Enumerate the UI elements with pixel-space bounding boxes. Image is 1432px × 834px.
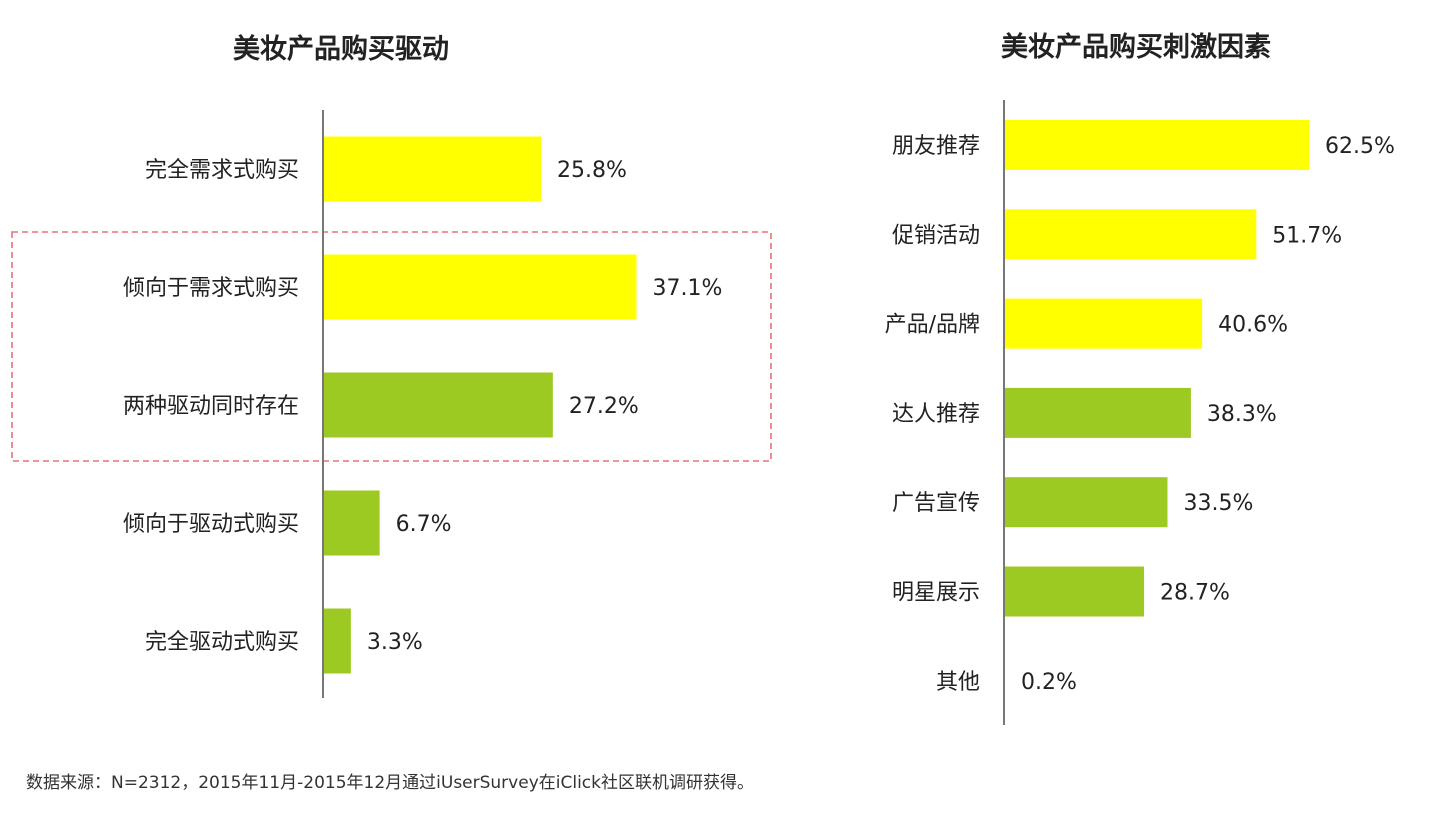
- bar: [1004, 477, 1168, 528]
- bar: [1004, 209, 1257, 260]
- category-label: 广告宣传: [892, 491, 980, 516]
- category-label: 其他: [936, 670, 980, 695]
- bar: [323, 372, 553, 438]
- highlight-box: [11, 231, 772, 462]
- bar: [1004, 566, 1145, 617]
- bar: [323, 608, 351, 674]
- chart-title: 美妆产品购买驱动: [233, 33, 449, 65]
- category-label: 倾向于驱动式购买: [123, 512, 299, 537]
- category-label: 完全驱动式购买: [145, 630, 299, 655]
- category-label: 朋友推荐: [892, 134, 980, 159]
- category-label: 两种驱动同时存在: [123, 394, 299, 419]
- value-label: 62.5%: [1325, 134, 1395, 159]
- bar: [323, 490, 380, 556]
- value-label: 33.5%: [1183, 491, 1253, 516]
- chart-title: 美妆产品购买刺激因素: [1001, 31, 1271, 63]
- category-label: 倾向于需求式购买: [123, 276, 299, 301]
- category-label: 明星展示: [892, 581, 980, 606]
- value-label: 40.6%: [1218, 313, 1288, 338]
- value-label: 6.7%: [396, 512, 452, 537]
- value-label: 37.1%: [652, 276, 722, 301]
- category-label: 达人推荐: [892, 402, 980, 427]
- category-label: 完全需求式购买: [145, 158, 299, 183]
- value-label: 0.2%: [1021, 670, 1077, 695]
- bar: [1004, 298, 1203, 349]
- bar: [323, 254, 637, 320]
- source-note: 数据来源：N=2312，2015年11月-2015年12月通过iUserSurv…: [26, 773, 754, 793]
- bar: [1004, 387, 1191, 438]
- bar: [1004, 120, 1309, 170]
- value-label: 25.8%: [557, 158, 627, 183]
- category-label: 促销活动: [892, 223, 980, 248]
- value-label: 38.3%: [1207, 402, 1277, 427]
- value-label: 27.2%: [569, 394, 639, 419]
- category-label: 产品/品牌: [885, 313, 980, 338]
- value-label: 51.7%: [1272, 223, 1342, 248]
- value-label: 28.7%: [1160, 581, 1230, 606]
- value-label: 3.3%: [367, 630, 423, 655]
- bar: [323, 136, 542, 202]
